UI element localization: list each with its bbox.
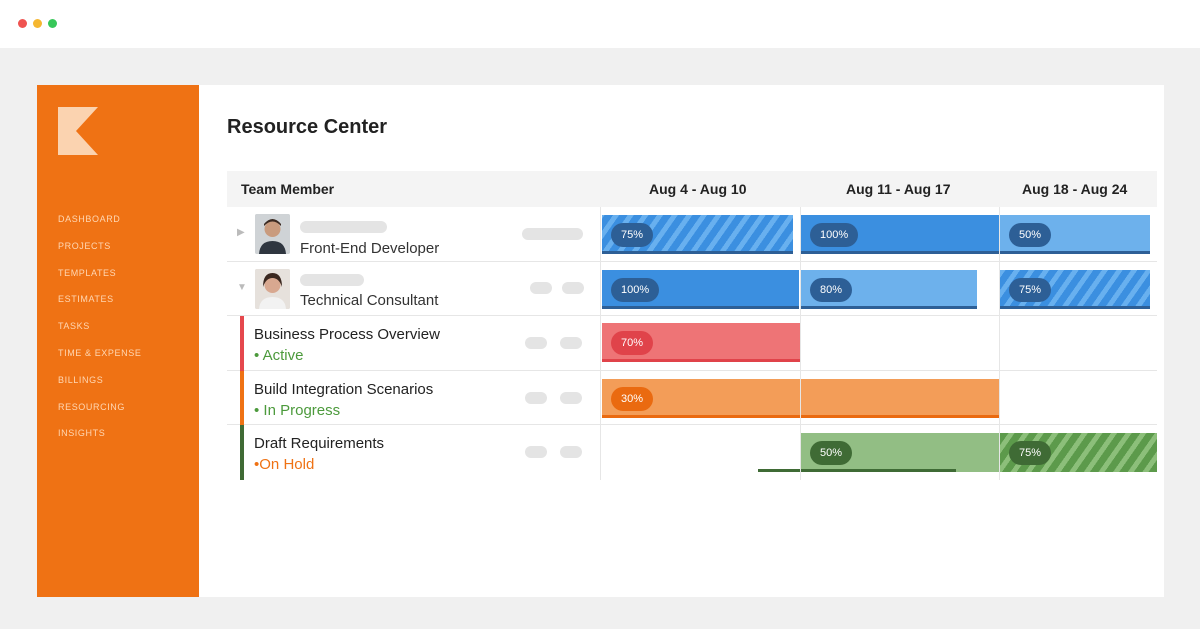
hours-placeholder (522, 228, 583, 240)
sidebar: DASHBOARD PROJECTS TEMPLATES ESTIMATES T… (37, 85, 199, 597)
allocation-bar[interactable]: 75% (602, 215, 793, 254)
task-row[interactable]: Draft Requirements •On Hold 50% 75% (227, 425, 1157, 480)
allocation-bar[interactable]: 75% (1000, 269, 1150, 309)
column-header-week-1[interactable]: Aug 4 - Aug 10 (649, 181, 747, 197)
member-role: Front-End Developer (300, 240, 440, 257)
sidebar-item-dashboard[interactable]: DASHBOARD (58, 214, 121, 224)
sidebar-item-insights[interactable]: INSIGHTS (58, 428, 106, 439)
close-window-button[interactable] (18, 19, 27, 28)
hours-placeholder (562, 281, 584, 294)
window-titlebar (0, 0, 1200, 48)
task-name: Build Integration Scenarios (254, 380, 434, 398)
sidebar-item-estimates[interactable]: ESTIMATES (58, 294, 114, 305)
sidebar-item-templates[interactable]: TEMPLATES (58, 267, 117, 278)
progress-underline (758, 469, 956, 472)
allocation-bar[interactable]: 100% (602, 269, 799, 309)
hours-placeholder (525, 446, 547, 458)
task-status: •On Hold (254, 456, 315, 473)
allocation-bar[interactable]: 50% (801, 433, 1000, 472)
task-row[interactable]: Business Process Overview • Active 70% (227, 316, 1157, 371)
allocation-pill: 50% (810, 441, 853, 465)
column-divider (800, 207, 801, 480)
allocation-pill: 80% (810, 277, 853, 302)
member-row[interactable]: ▶ Front-End Developer 75% 100% 50% (227, 207, 1157, 262)
sidebar-nav: DASHBOARD PROJECTS TEMPLATES ESTIMATES T… (58, 212, 141, 453)
main-panel: Resource Center Team Member Aug 4 - Aug … (199, 85, 1164, 597)
hours-placeholder (530, 281, 552, 294)
allocation-bar[interactable]: 100% (801, 215, 999, 254)
name-placeholder (300, 273, 364, 286)
page-title: Resource Center (227, 116, 388, 138)
task-status-label: On Hold (259, 456, 315, 473)
allocation-pill: 100% (810, 223, 859, 247)
column-header-team-member[interactable]: Team Member (241, 181, 335, 197)
chevron-down-icon[interactable]: ▼ (237, 281, 247, 293)
member-role: Technical Consultant (300, 291, 439, 309)
allocation-pill: 75% (611, 223, 654, 247)
allocation-pill: 30% (611, 386, 654, 411)
brand-logo-icon[interactable] (58, 107, 98, 155)
sidebar-item-resourcing[interactable]: RESOURCING (58, 401, 126, 412)
task-name: Draft Requirements (254, 435, 385, 452)
allocation-bar[interactable]: 50% (1000, 215, 1150, 254)
task-accent-bar (240, 425, 244, 480)
sidebar-item-time-expense[interactable]: TIME & EXPENSE (58, 347, 142, 358)
task-row[interactable]: Build Integration Scenarios • In Progres… (227, 370, 1157, 426)
chevron-right-icon[interactable]: ▶ (237, 227, 245, 238)
allocation-pill: 75% (1009, 441, 1052, 465)
column-header-week-2[interactable]: Aug 11 - Aug 17 (846, 181, 951, 197)
hours-placeholder (525, 337, 547, 349)
member-row[interactable]: ▼ Technical Consultant 100% 80% 75% (227, 262, 1157, 316)
avatar (255, 214, 290, 254)
resource-grid: Team Member Aug 4 - Aug 10 Aug 11 - Aug … (227, 171, 1157, 480)
hours-placeholder (560, 391, 582, 404)
hours-placeholder (560, 446, 582, 458)
table-header: Team Member Aug 4 - Aug 10 Aug 11 - Aug … (227, 171, 1157, 207)
sidebar-item-billings[interactable]: BILLINGS (58, 374, 104, 385)
avatar (255, 268, 290, 309)
allocation-pill: 70% (611, 331, 654, 355)
minimize-window-button[interactable] (33, 19, 42, 28)
name-placeholder (300, 221, 387, 233)
task-name: Business Process Overview (254, 326, 440, 343)
sidebar-item-tasks[interactable]: TASKS (58, 321, 90, 332)
task-status: • In Progress (254, 401, 341, 419)
task-status-label: Active (262, 347, 304, 364)
column-header-week-3[interactable]: Aug 18 - Aug 24 (1022, 181, 1128, 197)
task-status: • Active (254, 347, 304, 364)
task-accent-bar (240, 316, 244, 371)
task-accent-bar (240, 370, 244, 426)
allocation-bar[interactable]: 75% (1000, 433, 1157, 472)
allocation-pill: 100% (611, 277, 660, 302)
column-divider (999, 207, 1000, 480)
allocation-bar[interactable]: 80% (801, 269, 977, 309)
task-status-label: In Progress (263, 401, 341, 419)
hours-placeholder (525, 391, 547, 404)
allocation-pill: 50% (1009, 223, 1052, 247)
hours-placeholder (560, 337, 582, 349)
sidebar-item-projects[interactable]: PROJECTS (58, 240, 111, 251)
column-divider (600, 207, 601, 480)
allocation-bar[interactable]: 70% (602, 323, 801, 362)
maximize-window-button[interactable] (48, 19, 57, 28)
allocation-pill: 75% (1009, 277, 1052, 302)
